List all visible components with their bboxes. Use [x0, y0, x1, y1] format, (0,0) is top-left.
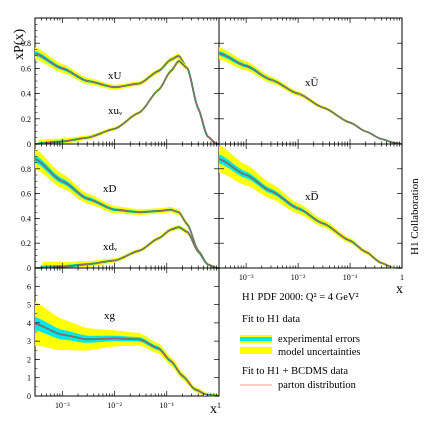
xU-series-label-1: xuᵥ [108, 105, 123, 117]
xU-ytick-label: 0.8 [21, 39, 31, 48]
legend-swatch-model [240, 347, 272, 354]
xDbar-xtick-label: 10⁻³ [239, 273, 254, 282]
xD-ytick-label: 0 [27, 264, 31, 273]
xD-model-band [35, 224, 219, 268]
xD-series-0-parton [34, 158, 219, 269]
x-axis-label-bottom: x [210, 402, 217, 417]
xg-xtick-label: 1 [217, 401, 221, 410]
xg-xtick-label: 10⁻¹ [159, 401, 174, 410]
xUbar-series-0-parton [218, 53, 403, 145]
xD-ytick-label: 0.8 [21, 165, 31, 174]
xDbar-xtick-label: 1 [400, 273, 404, 282]
xg-exp-band [35, 317, 219, 396]
y-axis-label: xP(x) [12, 29, 27, 60]
xDbar-xtick-label: 10⁻² [291, 273, 306, 282]
xDbar-series-label-0: xD̅ [305, 191, 319, 203]
xU-ytick-label: 0.4 [21, 90, 31, 99]
xg-ytick-label: 2 [27, 355, 31, 364]
xUbar-model-band [219, 47, 402, 144]
legend-model-unc: model uncertainties [278, 347, 361, 358]
collaboration-label: H1 Collaboration [409, 178, 421, 255]
xU-ytick-label: 0 [27, 140, 31, 149]
xg-ytick-label: 6 [27, 282, 31, 291]
panel-xD: xD xdᵥ 0 0.2 0.4 0.6 0.8 [21, 143, 220, 273]
xD-series-1-parton [35, 226, 219, 269]
xU-series-label-0: xU [108, 70, 122, 82]
xUbar-series-label-0: xŪ [305, 77, 319, 89]
xg-xtick-label: 10⁻² [107, 401, 122, 410]
xU-series-1-outline [34, 60, 219, 145]
xg-ytick-label: 3 [27, 337, 31, 346]
xg-ytick-label: 0 [27, 392, 31, 401]
xD-ytick-label: 0.4 [21, 214, 31, 223]
xD-model-band [35, 148, 219, 268]
legend-group1: Fit to H1 data [242, 314, 300, 325]
xg-model-band [35, 301, 219, 396]
xU-ytick-label: 0.6 [21, 64, 31, 73]
xD-frame [34, 143, 220, 269]
xDbar-model-band [219, 145, 402, 268]
xU-ytick-label: 0.2 [21, 115, 31, 124]
legend-group2: Fit to H1 + BCDMS data [242, 366, 348, 377]
panel-xUbar: xŪ [218, 17, 403, 145]
xD-ytick-label: 0.2 [21, 239, 31, 248]
legend-swatch-exp [240, 337, 272, 341]
xDbar-xtick-label: 10⁻¹ [343, 273, 358, 282]
xg-series-label-0: xg [104, 310, 116, 322]
xU-series-1-parton [34, 61, 219, 145]
legend-parton: parton distribution [278, 380, 357, 391]
xg-ytick-label: 5 [27, 301, 31, 310]
legend-exp-errors: experimental errors [278, 334, 360, 345]
xg-xtick-label: 10⁻³ [55, 401, 70, 410]
panel-xg: xg 0 1 2 3 4 5 6 10⁻³ 10⁻² 10⁻¹ 1 [27, 267, 221, 410]
xD-series-label-1: xdᵥ [103, 241, 118, 253]
xg-ytick-label: 4 [27, 319, 31, 328]
xUbar-exp-band [219, 50, 402, 144]
panel-xDbar: xD̅ 10⁻³ 10⁻² 10⁻¹ 1 [218, 143, 404, 282]
xU-series-1 [34, 60, 219, 145]
xU-model-band [35, 47, 219, 144]
legend: H1 PDF 2000: Q² = 4 GeV² Fit to H1 data … [240, 292, 361, 391]
xg-ytick-label: 1 [27, 374, 31, 383]
xD-ytick-label: 0.6 [21, 190, 31, 199]
xDbar-series-0-parton [218, 158, 402, 269]
xDbar-frame [218, 143, 403, 269]
x-axis-label-right: x [396, 282, 403, 297]
xg-series-0-parton [34, 323, 220, 397]
xD-series-label-0: xD [103, 183, 117, 195]
legend-title: H1 PDF 2000: Q² = 4 GeV² [242, 292, 359, 303]
panel-xU: xU xuᵥ 0 0.2 0.4 0.6 0.8 [21, 17, 220, 149]
